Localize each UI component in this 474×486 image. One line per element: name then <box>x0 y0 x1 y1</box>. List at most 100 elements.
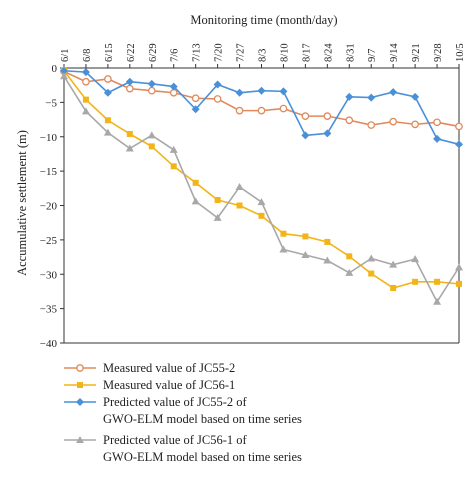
legend-swatch-marker-3 <box>76 398 84 406</box>
series-4-point <box>125 144 134 152</box>
x-tick-label: 9/7 <box>367 49 378 62</box>
y-tick-label: −40 <box>40 338 58 350</box>
series-3-point <box>235 88 244 97</box>
series-2-point <box>456 280 462 287</box>
series-4-point <box>103 128 112 136</box>
x-tick-labels: 6/1 6/8 6/15 6/22 6/29 7/6 7/13 7/20 7/27 8/3 8/10… <box>60 43 466 62</box>
series-4-point <box>367 254 376 262</box>
series-3-point <box>191 105 200 114</box>
series-4-point <box>301 251 310 258</box>
series-2-point <box>170 163 177 170</box>
x-tick-label: 6/8 <box>82 49 93 62</box>
series-4-point <box>279 245 288 253</box>
series-lines <box>63 69 460 304</box>
series-3-point <box>411 92 420 101</box>
x-tick-label: 8/10 <box>279 43 290 62</box>
series-4-point <box>147 131 156 139</box>
series-1-point <box>411 120 419 129</box>
legend-label-4: GWO-ELM model based on time series <box>103 450 302 464</box>
series-3-point <box>60 66 68 75</box>
x-tick-label: 7/27 <box>236 43 247 62</box>
series-4-point <box>235 182 244 190</box>
series-4-point <box>81 107 90 115</box>
series-3-point <box>169 82 178 91</box>
series-2-point <box>368 270 375 277</box>
y-tick-labels: 0 −5 −10 −15 −20 −25 −30 −35 −40 <box>40 63 58 350</box>
series-3-point <box>345 92 354 101</box>
legend-label-3: GWO-ELM model based on time series <box>103 412 302 426</box>
y-tick-label: −35 <box>40 304 58 316</box>
x-tick-label: 8/3 <box>258 49 269 62</box>
series-3-point <box>103 88 112 97</box>
series-2-point <box>148 143 155 150</box>
x-tick-label: 9/28 <box>433 43 444 62</box>
series-1-point <box>257 106 266 115</box>
series-line-2 <box>63 70 460 289</box>
series-4-point <box>213 213 222 221</box>
series-2-point <box>104 117 111 124</box>
x-tick-label: 7/13 <box>192 43 203 62</box>
legend-swatch-marker-4 <box>76 436 84 443</box>
y-tick-label: −15 <box>40 166 58 178</box>
series-markers <box>60 66 463 305</box>
series-4-point <box>433 297 442 305</box>
series-1-point <box>301 112 310 120</box>
series-1-point <box>191 94 200 103</box>
series-1-point <box>455 122 463 131</box>
x-tick-label: 8/17 <box>301 43 312 62</box>
legend: Measured value of JC55-2 Measured value o… <box>64 361 302 464</box>
y-tick-label: −20 <box>40 201 58 213</box>
series-3-point <box>213 80 222 89</box>
y-tick-label: −25 <box>40 235 58 247</box>
series-4-point <box>169 145 178 153</box>
series-1-point <box>104 75 112 83</box>
series-1-point <box>279 104 288 113</box>
x-tick-label: 7/6 <box>170 49 181 62</box>
series-4-point <box>455 263 463 271</box>
series-4-point <box>411 255 420 263</box>
legend-label-3: Predicted value of JC55-2 of <box>103 395 248 409</box>
y-tick-label: −30 <box>40 269 58 281</box>
series-3-point <box>81 68 90 77</box>
series-3-point <box>147 79 156 88</box>
x-tick-label: 9/21 <box>411 43 422 62</box>
series-2-point <box>214 197 221 203</box>
x-tick-label: 8/24 <box>323 43 334 62</box>
series-3-point <box>301 131 310 140</box>
x-tick-label: 9/14 <box>389 43 400 62</box>
series-1-point <box>235 106 244 115</box>
x-tick-label: 6/1 <box>60 49 71 62</box>
legend-label-4: Predicted value of JC56-1 of <box>103 433 248 447</box>
series-4-point <box>257 198 266 206</box>
series-2-point <box>280 230 287 237</box>
series-1-point <box>147 86 156 95</box>
legend-swatch-marker-1 <box>76 364 84 372</box>
x-tick-label: 7/20 <box>214 43 225 62</box>
series-2-point <box>126 131 133 137</box>
axes <box>60 64 460 344</box>
series-1-point <box>323 112 332 120</box>
series-1-point <box>433 118 441 127</box>
x-tick-label: 6/29 <box>148 43 159 62</box>
series-2-point <box>434 278 441 285</box>
x-tick-label: 6/15 <box>104 43 115 62</box>
series-2-point <box>82 96 89 103</box>
series-2-point <box>236 202 243 209</box>
series-3-point <box>125 77 134 86</box>
series-2-point <box>258 212 265 219</box>
legend-label-1: Measured value of JC55-2 <box>103 361 235 375</box>
series-3-point <box>455 140 463 149</box>
y-tick-label: 0 <box>52 63 58 75</box>
series-4-point <box>191 197 200 205</box>
series-3-point <box>367 93 376 102</box>
x-tick-label: 8/31 <box>345 43 356 62</box>
legend-swatch-marker-2 <box>77 382 83 388</box>
series-2-point <box>302 233 309 240</box>
y-tick-label: −10 <box>40 132 58 144</box>
series-1-point <box>125 84 134 93</box>
series-1-point <box>389 117 398 126</box>
series-4-point <box>389 260 398 268</box>
y-axis-title: Accumulative settlement (m) <box>15 130 29 276</box>
series-4-point <box>60 72 68 80</box>
